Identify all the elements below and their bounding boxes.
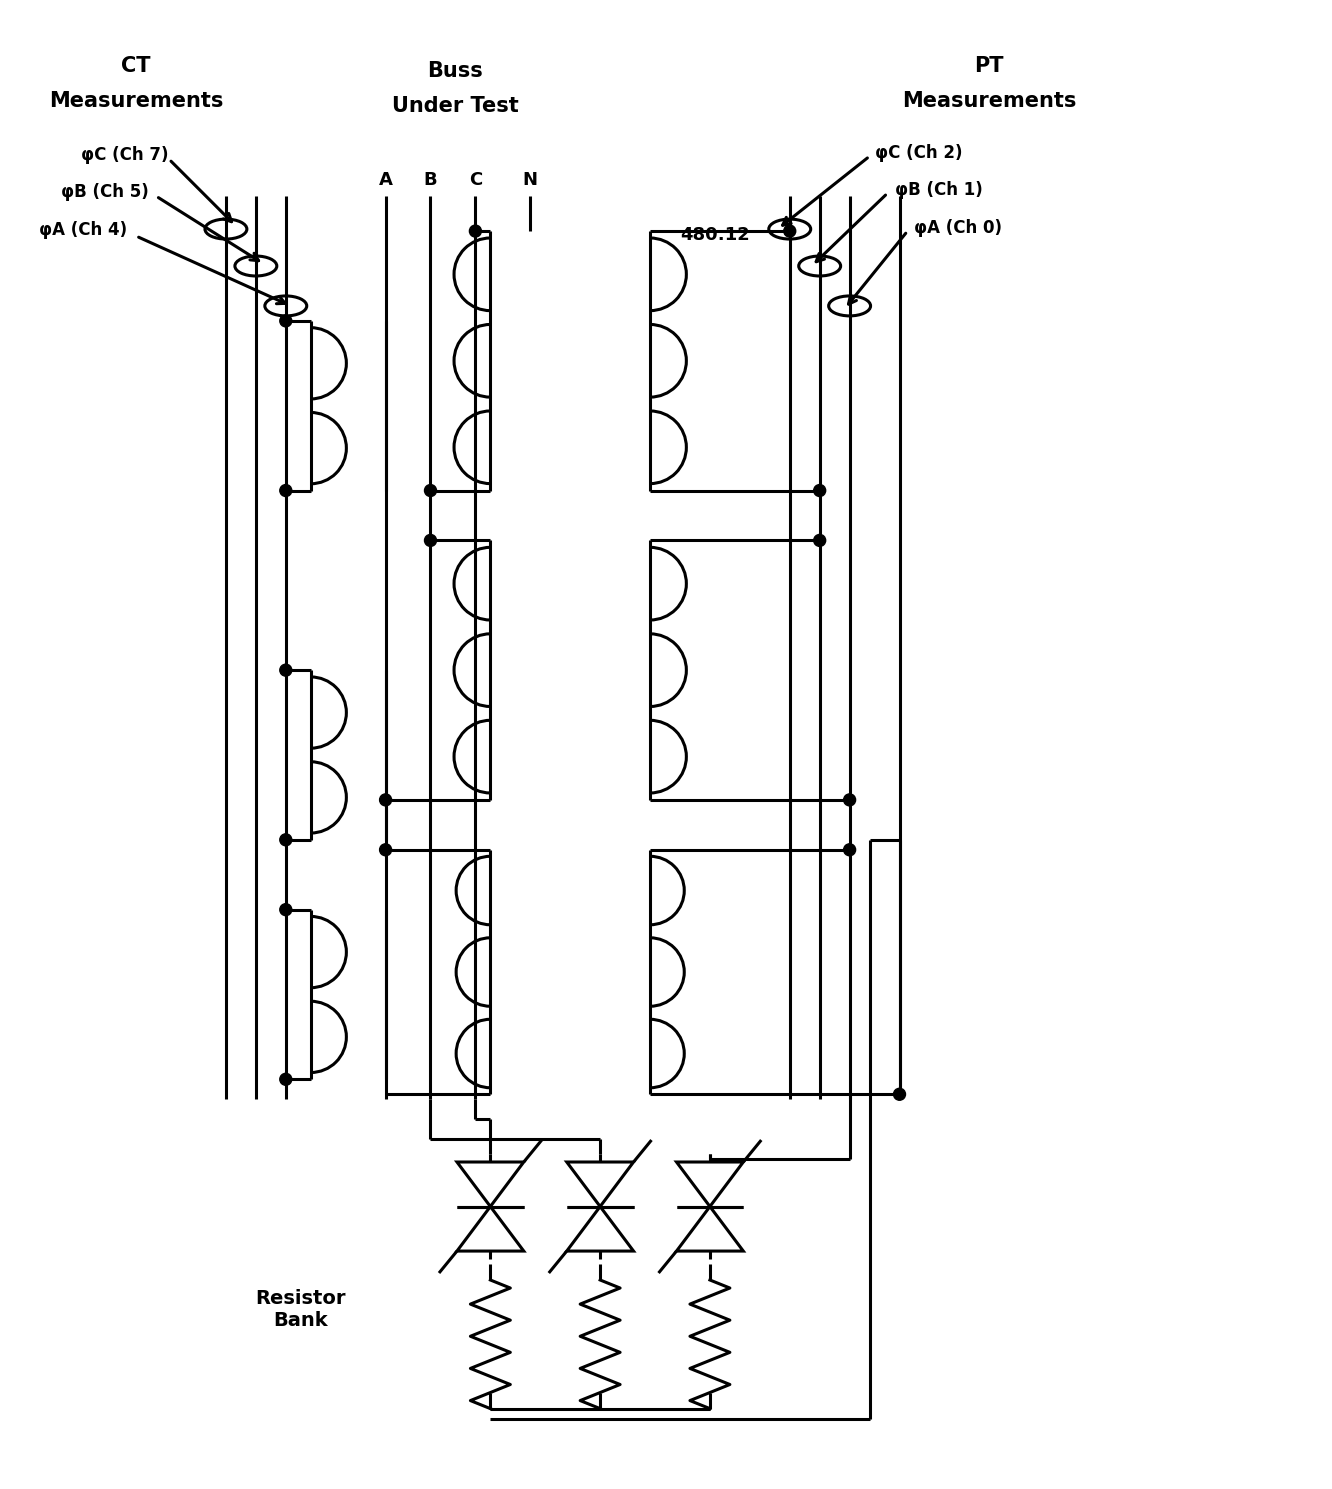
Text: C: C: [469, 171, 482, 189]
Text: φB (Ch 1): φB (Ch 1): [895, 182, 982, 200]
Circle shape: [469, 225, 481, 237]
Text: φA (Ch 4): φA (Ch 4): [40, 220, 128, 240]
Circle shape: [280, 904, 292, 916]
Text: Measurements: Measurements: [902, 91, 1076, 112]
Text: B: B: [424, 171, 437, 189]
Text: φA (Ch 0): φA (Ch 0): [915, 219, 1003, 237]
Circle shape: [280, 484, 292, 496]
Text: CT: CT: [121, 57, 151, 76]
Text: N: N: [522, 171, 538, 189]
Circle shape: [783, 225, 795, 237]
Text: Resistor
Bank: Resistor Bank: [256, 1289, 346, 1330]
Circle shape: [814, 535, 826, 546]
Text: φC (Ch 7): φC (Ch 7): [81, 146, 169, 164]
Circle shape: [380, 794, 392, 806]
Circle shape: [843, 844, 855, 856]
Circle shape: [425, 535, 437, 546]
Circle shape: [425, 484, 437, 496]
Text: Measurements: Measurements: [49, 91, 224, 112]
Circle shape: [814, 484, 826, 496]
Circle shape: [280, 834, 292, 846]
Circle shape: [280, 664, 292, 676]
Text: φB (Ch 5): φB (Ch 5): [61, 183, 149, 201]
Circle shape: [280, 1074, 292, 1085]
Circle shape: [894, 1088, 906, 1100]
Circle shape: [280, 314, 292, 328]
Text: Buss: Buss: [428, 61, 484, 82]
Text: A: A: [378, 171, 393, 189]
Text: PT: PT: [975, 57, 1004, 76]
Circle shape: [843, 794, 855, 806]
Text: 480:12: 480:12: [679, 226, 750, 244]
Text: φC (Ch 2): φC (Ch 2): [875, 144, 962, 162]
Text: Under Test: Under Test: [392, 97, 519, 116]
Circle shape: [380, 844, 392, 856]
